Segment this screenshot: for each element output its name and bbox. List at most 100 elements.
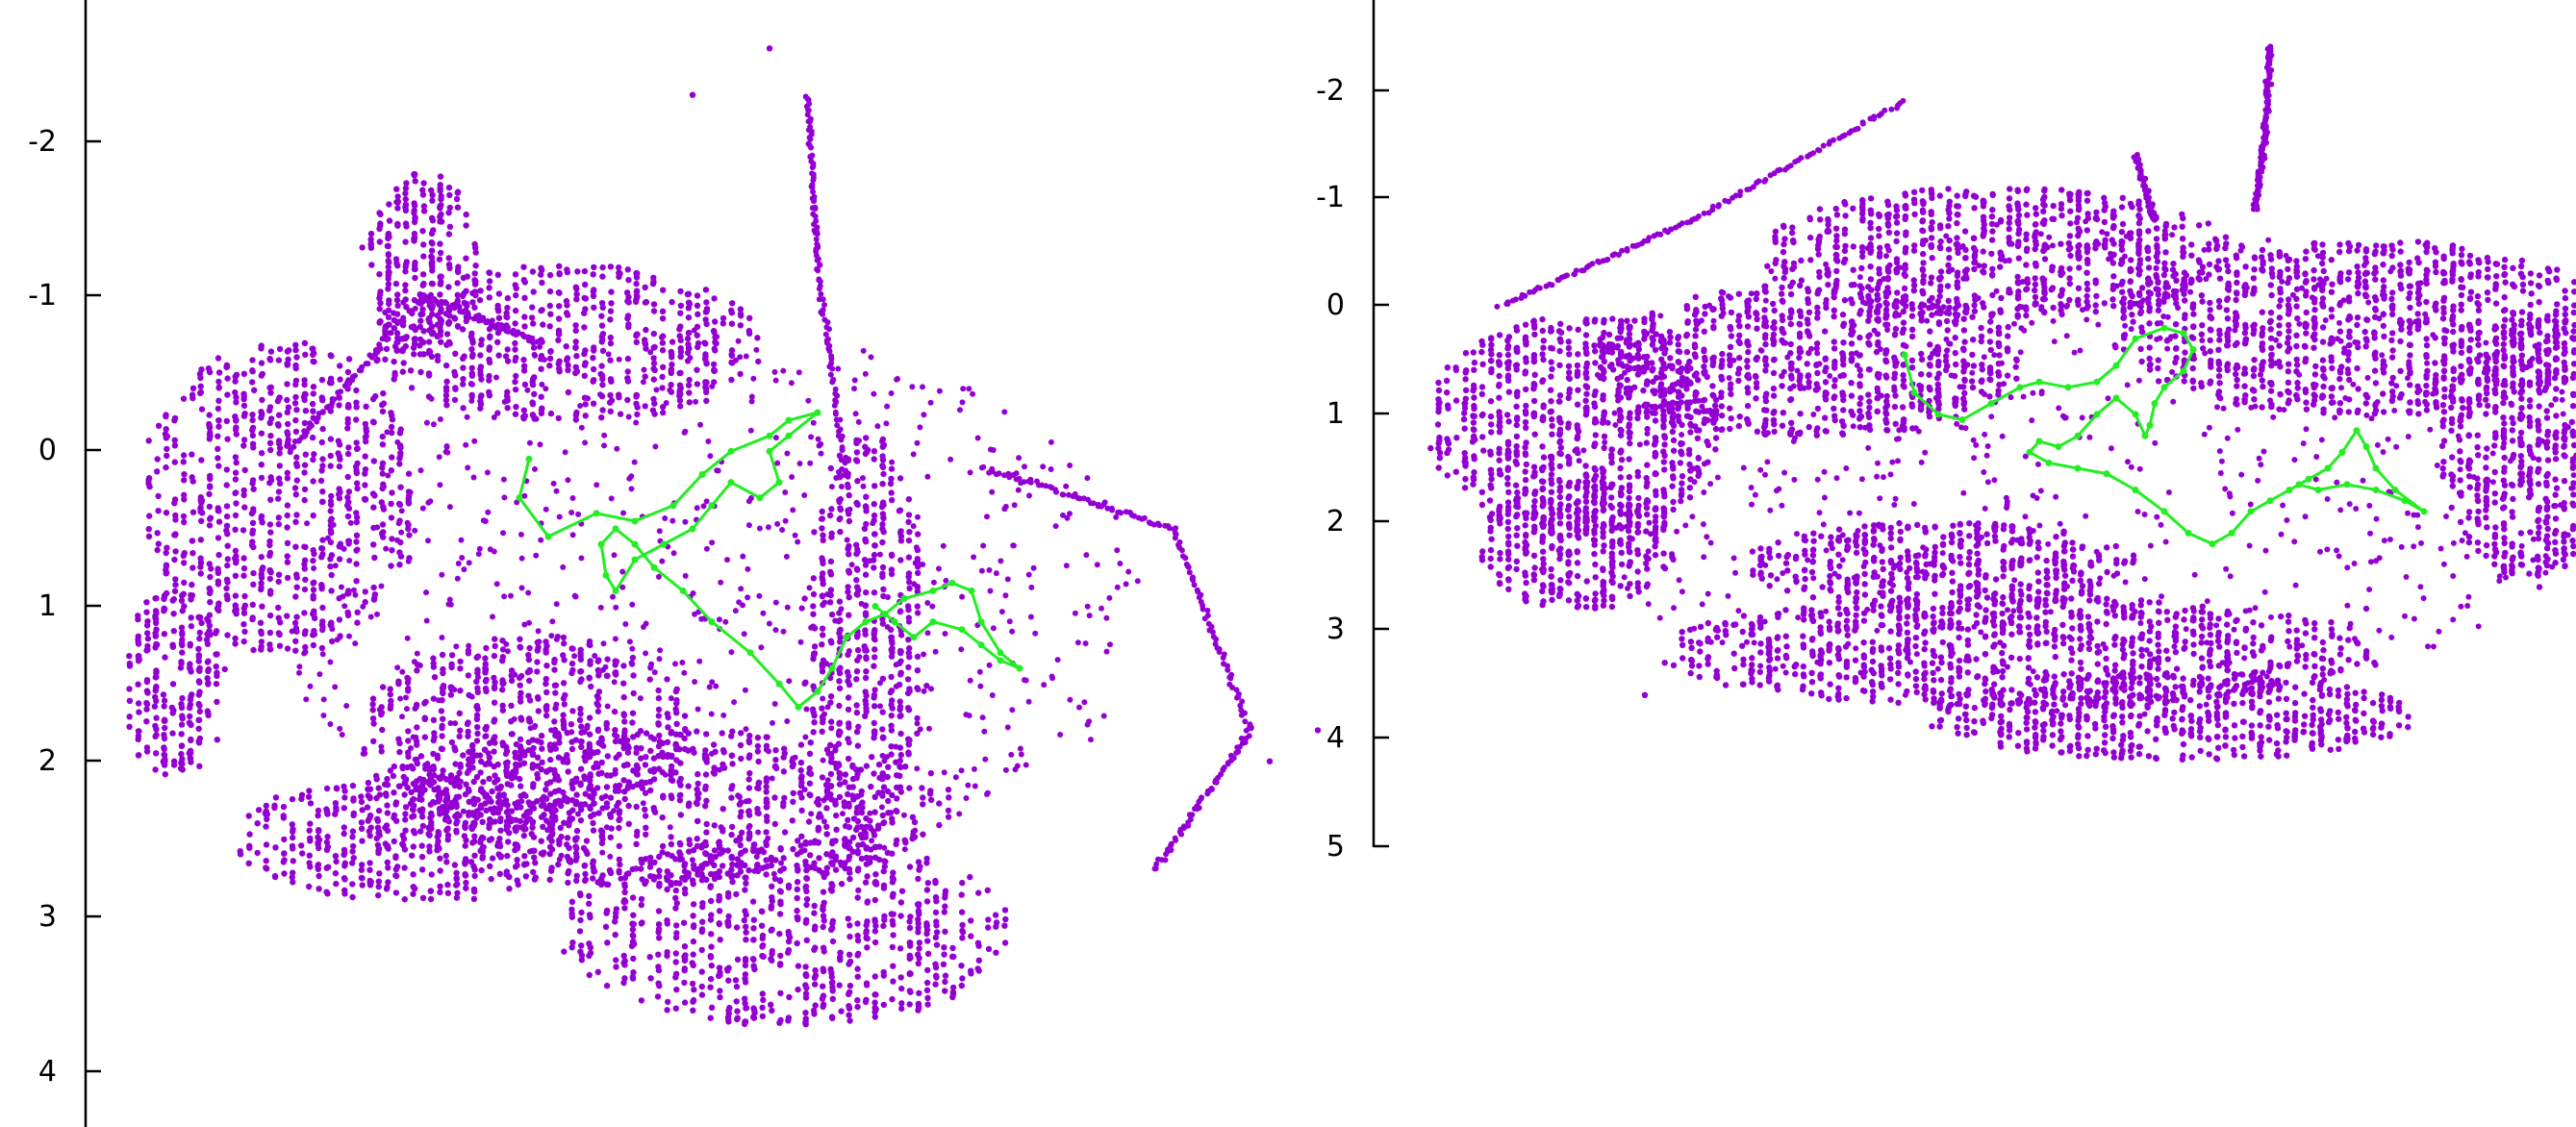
map-point	[419, 306, 426, 313]
map-point	[694, 292, 701, 299]
map-point	[638, 755, 644, 762]
map-point	[143, 744, 151, 751]
map-point	[703, 829, 710, 836]
map-point	[386, 259, 392, 266]
map-point	[446, 191, 453, 199]
map-point	[968, 917, 974, 924]
map-point	[854, 997, 861, 1004]
map-point	[437, 249, 444, 257]
map-point	[465, 672, 472, 679]
map-point	[385, 263, 391, 270]
map-point	[473, 703, 480, 711]
map-point	[703, 731, 710, 738]
map-point	[169, 730, 176, 737]
map-point	[395, 736, 402, 742]
map-point	[392, 889, 400, 896]
map-point	[598, 839, 606, 847]
map-point	[672, 769, 679, 776]
map-point	[249, 416, 256, 424]
map-point	[875, 761, 883, 768]
map-point	[759, 990, 766, 997]
map-point	[179, 649, 186, 656]
map-point	[620, 777, 627, 784]
map-point	[568, 721, 575, 728]
map-point	[208, 565, 215, 572]
map-point	[676, 369, 683, 377]
map-point	[327, 408, 334, 414]
map-point	[495, 314, 503, 321]
map-point	[292, 518, 299, 525]
map-point	[512, 411, 519, 417]
map-point	[385, 275, 391, 282]
map-point	[411, 230, 418, 238]
map-point	[169, 710, 176, 716]
map-point	[555, 288, 563, 296]
map-point	[695, 311, 701, 317]
map-point	[742, 995, 748, 1002]
map-point	[996, 470, 1002, 477]
map-point	[445, 255, 452, 262]
map-point	[745, 866, 752, 874]
map-point	[763, 871, 770, 878]
map-point	[508, 775, 516, 782]
map-point	[541, 812, 547, 818]
map-point	[577, 765, 585, 772]
map-point	[438, 708, 445, 714]
map-point	[548, 838, 555, 844]
map-point	[871, 663, 877, 669]
map-point	[280, 803, 288, 811]
map-point	[240, 491, 247, 499]
map-point	[832, 747, 839, 754]
map-point	[846, 845, 853, 852]
map-point	[168, 704, 175, 712]
map-point	[521, 323, 528, 330]
map-point	[358, 798, 366, 806]
map-point	[471, 838, 478, 845]
map-point	[393, 260, 400, 267]
map-point	[914, 714, 921, 722]
map-point	[374, 356, 381, 363]
map-point	[621, 881, 628, 888]
map-point	[143, 699, 150, 707]
map-point	[336, 556, 343, 563]
map-point	[336, 463, 343, 470]
map-point	[595, 810, 602, 816]
map-point	[529, 378, 536, 386]
map-point	[171, 459, 178, 465]
map-point	[214, 605, 221, 613]
map-point	[547, 790, 554, 797]
map-point	[387, 767, 394, 774]
map-point	[831, 402, 838, 409]
map-point	[213, 681, 220, 688]
map-point	[233, 459, 240, 466]
map-point	[206, 622, 214, 629]
map-point	[223, 466, 230, 473]
map-point	[642, 813, 649, 819]
map-point	[224, 375, 231, 382]
map-point	[975, 957, 982, 964]
map-point	[803, 895, 811, 903]
map-point	[915, 929, 922, 936]
map-point	[195, 652, 202, 659]
map-point	[629, 926, 637, 933]
map-point	[480, 843, 487, 851]
map-point	[489, 855, 496, 862]
map-point	[621, 905, 628, 912]
map-point	[897, 671, 904, 678]
map-point	[548, 832, 555, 839]
map-point	[599, 304, 606, 311]
map-point	[862, 998, 870, 1006]
map-point	[499, 654, 506, 661]
map-point	[846, 720, 852, 727]
map-point	[572, 843, 579, 850]
map-point	[290, 858, 296, 864]
map-point	[905, 649, 912, 657]
map-point	[301, 586, 309, 593]
map-point	[376, 306, 383, 313]
map-point	[853, 500, 861, 507]
map-point	[694, 381, 701, 388]
map-point	[593, 785, 601, 791]
map-point	[590, 400, 597, 407]
map-point	[634, 404, 641, 411]
map-point	[466, 748, 472, 756]
